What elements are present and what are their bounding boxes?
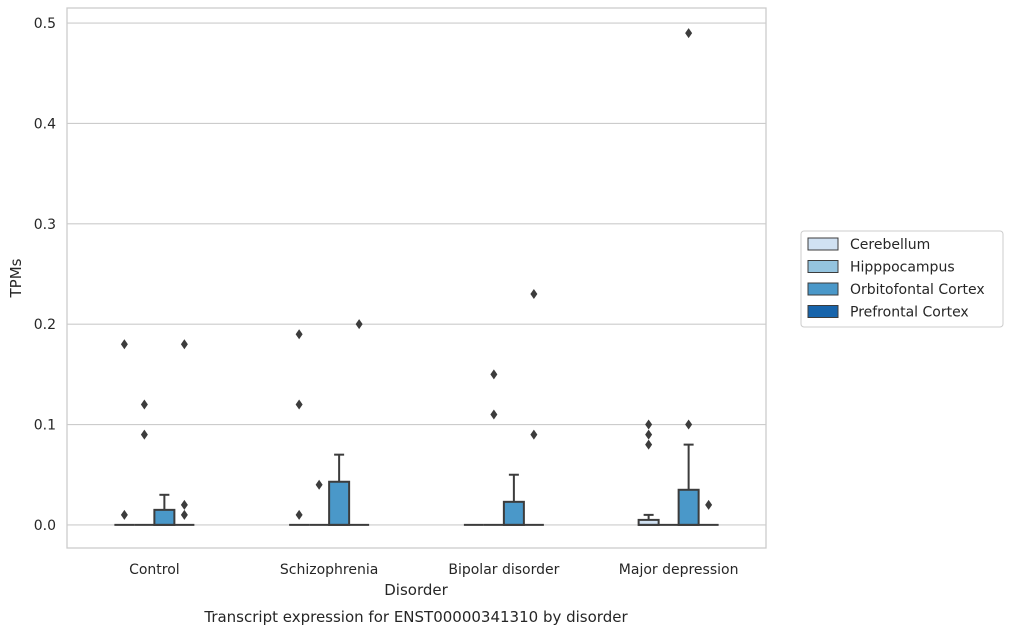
y-axis-label: TPMs: [7, 258, 25, 298]
outlier-point: [645, 429, 653, 440]
box-3-0: [637, 419, 660, 526]
legend-label: Prefrontal Cortex: [850, 305, 969, 321]
legend-label: Cerebellum: [850, 237, 930, 253]
plot-background: [67, 8, 766, 548]
outlier-point: [295, 329, 303, 340]
box-rect: [677, 488, 700, 526]
outlier-point: [490, 409, 498, 420]
x-tick-label: Bipolar disorder: [448, 562, 559, 578]
box-3-2: [677, 28, 700, 526]
x-tick-labels: Control Schizophrenia Bipolar disorder Majo…: [129, 562, 738, 578]
box-1-1: [309, 479, 330, 526]
plot-frame: [66, 7, 767, 549]
y-tick-label: 0.1: [34, 418, 56, 434]
outlier-point: [180, 509, 188, 520]
outlier-point: [645, 439, 653, 450]
outlier-point: [685, 419, 693, 430]
legend-swatch: [807, 237, 839, 251]
y-tick-label: 0.2: [34, 317, 56, 333]
outlier-point: [120, 339, 128, 350]
outlier-point: [295, 399, 303, 410]
legend-swatch: [807, 260, 839, 273]
outlier-point: [530, 289, 538, 300]
x-axis-label: Disorder: [384, 581, 448, 599]
outlier-point: [685, 28, 693, 39]
outlier-point: [180, 339, 188, 350]
box-1-3: [349, 319, 370, 526]
box-groups: [114, 28, 719, 526]
legend: Cerebellum Hipppocampus Orbitofontal Corte…: [800, 230, 1004, 328]
outlier-point: [140, 399, 148, 410]
box-2-2: [502, 473, 525, 526]
outlier-point: [295, 509, 303, 520]
y-tick-label: 0.4: [34, 116, 56, 132]
box-1-2: [328, 453, 351, 526]
box-1-0: [289, 329, 310, 526]
legend-label: Hipppocampus: [850, 260, 955, 276]
legend-label: Orbitofontal Cortex: [850, 282, 985, 298]
box-0-1: [134, 399, 155, 526]
box-rect: [153, 508, 176, 526]
outlier-point: [180, 499, 188, 510]
outlier-point: [645, 419, 653, 430]
outlier-point: [315, 479, 323, 490]
outlier-point: [705, 499, 713, 510]
chart-caption: Transcript expression for ENST0000034131…: [203, 608, 628, 626]
legend-swatch: [807, 305, 839, 318]
box-2-1: [483, 369, 504, 526]
outlier-point: [120, 509, 128, 520]
y-tick-label: 0.5: [34, 16, 56, 32]
x-tick-label: Major depression: [619, 562, 739, 578]
box-rect: [328, 480, 351, 526]
legend-swatch: [807, 282, 839, 296]
box-0-2: [153, 493, 176, 526]
outlier-point: [490, 369, 498, 380]
y-tick-label: 0.0: [34, 518, 56, 534]
y-tick-label: 0.3: [34, 217, 56, 233]
outlier-point: [140, 429, 148, 440]
box-rect: [502, 500, 525, 526]
outlier-point: [530, 429, 538, 440]
legend-frame: [800, 230, 1004, 328]
box-0-3: [174, 339, 195, 526]
box-2-3: [523, 289, 544, 526]
x-tick-label: Schizophrenia: [280, 562, 378, 578]
box-0-0: [114, 339, 135, 526]
x-tick-label: Control: [129, 562, 180, 578]
box-3-3: [698, 499, 719, 526]
y-tick-labels: 0.0 0.1 0.2 0.3 0.4 0.5: [34, 16, 56, 534]
outlier-point: [355, 319, 363, 330]
